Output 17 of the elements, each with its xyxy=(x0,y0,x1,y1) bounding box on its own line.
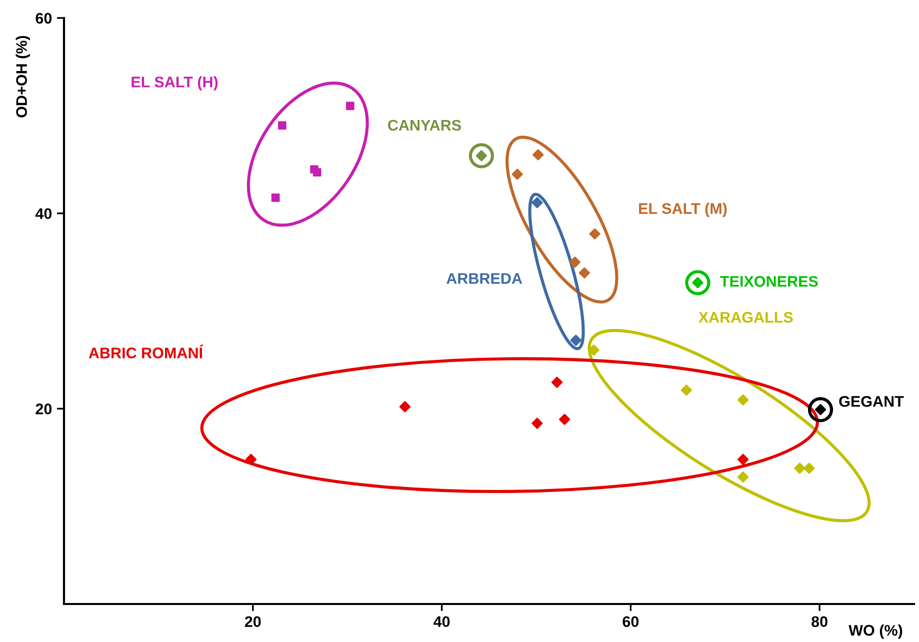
series-label: GEGANT xyxy=(839,396,904,407)
x-tick-label: 20 xyxy=(244,616,261,628)
series-label: CANYARS xyxy=(388,120,461,131)
y-tick-label: 20 xyxy=(36,404,52,414)
x-tick-label: 60 xyxy=(622,616,639,628)
x-tick-label: 80 xyxy=(812,616,828,628)
y-tick-label: 40 xyxy=(35,208,52,220)
text: EL SALT (M) xyxy=(639,202,727,217)
y-tick-label: 60 xyxy=(36,12,52,24)
text: EL SALT (H) xyxy=(132,76,218,90)
series-label: TEIXONERES xyxy=(720,276,818,287)
y-axis-title: OD+OH (%) xyxy=(16,36,30,118)
text: XARAGALLS xyxy=(698,312,793,323)
text: ABRIC ROMANÍ xyxy=(88,344,204,358)
x-axis-title: WO (%) xyxy=(848,624,902,639)
x-tick-label: 40 xyxy=(434,616,450,628)
text: ARBREDA xyxy=(446,273,522,284)
